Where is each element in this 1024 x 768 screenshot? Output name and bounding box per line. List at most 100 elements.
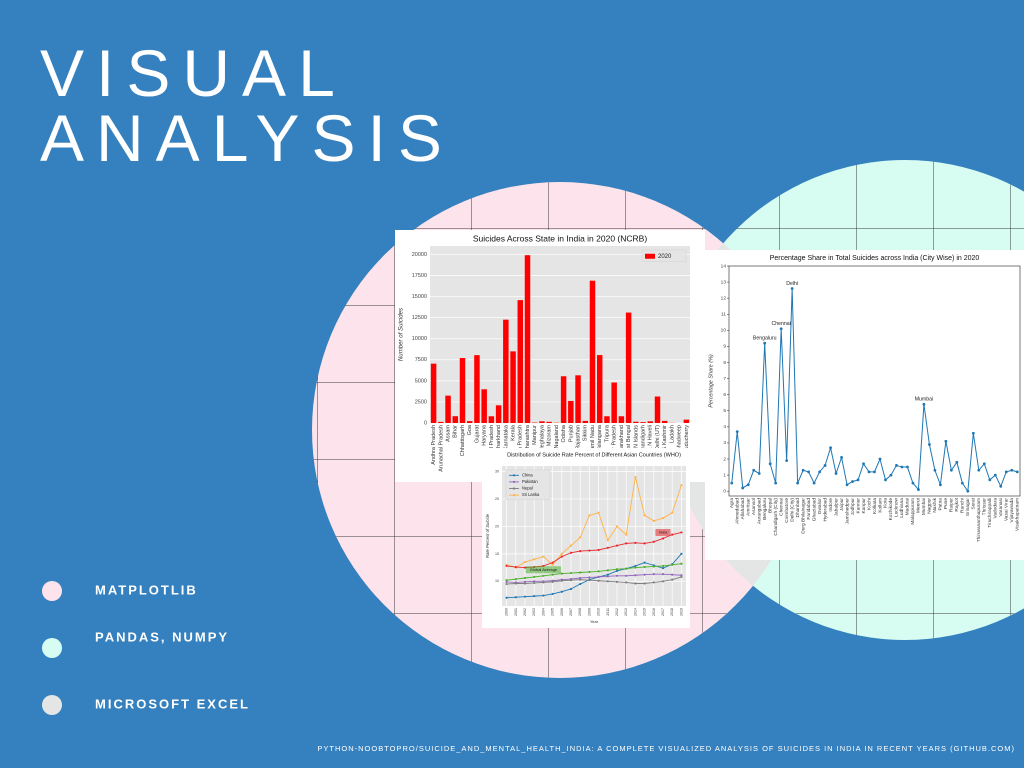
data-point bbox=[523, 595, 527, 598]
data-point bbox=[779, 327, 783, 331]
data-point bbox=[505, 564, 508, 568]
annotation: Mumbai bbox=[915, 397, 933, 403]
bar bbox=[661, 420, 668, 423]
data-point bbox=[661, 573, 665, 576]
data-point bbox=[643, 561, 646, 564]
bar bbox=[683, 419, 690, 423]
data-point bbox=[680, 552, 683, 555]
data-point bbox=[911, 481, 915, 485]
data-point bbox=[661, 537, 665, 540]
x-tick-label: 2011 bbox=[606, 608, 610, 616]
data-point bbox=[922, 402, 926, 406]
x-tick-label: Assam bbox=[446, 425, 452, 442]
data-point bbox=[884, 478, 887, 482]
data-point bbox=[652, 540, 655, 543]
x-tick-label: Vijayawada bbox=[1009, 498, 1015, 523]
x-tick-label: Meghalaya bbox=[539, 424, 545, 452]
x-tick-label: Malappuram bbox=[910, 498, 916, 525]
legend-label: Sri Lanka bbox=[522, 492, 540, 497]
data-point bbox=[851, 480, 854, 483]
x-tick-label: 2017 bbox=[661, 608, 665, 616]
x-tick-label: Arunachal Pradesh bbox=[438, 425, 444, 472]
x-tick-label: Vadodara bbox=[993, 498, 999, 519]
y-tick-label: 0 bbox=[424, 420, 427, 426]
x-tick-label: Varanasi bbox=[998, 498, 1004, 517]
x-tick-label: Ladakh bbox=[669, 425, 675, 443]
slide-title: ANALYSIS bbox=[40, 101, 454, 175]
bullet-dot bbox=[42, 638, 62, 658]
x-tick-label: 2002 bbox=[523, 608, 527, 616]
data-point bbox=[606, 569, 609, 572]
data-point bbox=[569, 571, 573, 575]
data-point bbox=[514, 582, 517, 585]
data-point bbox=[588, 570, 591, 574]
legend-swatch bbox=[512, 480, 516, 483]
bar bbox=[611, 382, 617, 423]
data-point bbox=[597, 575, 600, 579]
data-point bbox=[829, 446, 832, 450]
data-point bbox=[533, 575, 536, 579]
data-point bbox=[615, 580, 619, 583]
x-tick-label: Gwalior bbox=[817, 498, 823, 515]
x-tick-label: Ranchi bbox=[960, 498, 966, 513]
data-point bbox=[680, 562, 683, 565]
x-tick-label: Madurai bbox=[905, 498, 911, 515]
data-point bbox=[634, 566, 637, 569]
bullet-dot bbox=[42, 695, 62, 715]
data-point bbox=[523, 576, 527, 580]
x-tick-label: Bengaluru bbox=[762, 498, 768, 520]
x-tick-label: Tamil Nadu bbox=[590, 425, 596, 453]
bar bbox=[633, 421, 639, 423]
y-tick-label: 5 bbox=[723, 408, 726, 414]
data-point bbox=[606, 580, 609, 583]
data-point bbox=[634, 564, 637, 568]
data-point bbox=[680, 574, 683, 577]
data-point bbox=[569, 579, 573, 582]
x-tick-label: Meerut bbox=[916, 497, 922, 513]
data-point bbox=[560, 590, 563, 593]
x-tick-label: Kollam bbox=[877, 498, 883, 513]
y-tick-label: 12500 bbox=[412, 315, 427, 321]
data-point bbox=[768, 462, 772, 466]
data-point bbox=[661, 580, 665, 583]
data-point bbox=[523, 566, 527, 569]
data-point bbox=[569, 551, 573, 554]
x-tick-label: Thiruvananthapuram bbox=[976, 498, 982, 542]
data-point bbox=[643, 565, 646, 569]
x-tick-label: Rajkot bbox=[954, 497, 960, 511]
data-point bbox=[867, 470, 871, 474]
data-point bbox=[977, 468, 981, 472]
series-label-box bbox=[525, 566, 562, 574]
data-point bbox=[634, 574, 637, 577]
x-tick-label: Srinagar bbox=[965, 498, 971, 517]
bar bbox=[582, 420, 589, 423]
x-tick-label: Kolkata bbox=[872, 498, 878, 514]
bar bbox=[640, 422, 646, 423]
data-point bbox=[949, 468, 953, 472]
footer-source: PYTHON-NOOBTOPRO/SUICIDE_AND_MENTAL_HEAL… bbox=[317, 744, 1015, 753]
y-tick-label: 1 bbox=[723, 472, 726, 478]
x-tick-label: Chhattisgarh bbox=[460, 425, 466, 456]
x-tick-label: Tiruchirappalli bbox=[987, 498, 993, 528]
x-tick-label: Nagpur bbox=[927, 498, 933, 514]
x-tick-label: 2003 bbox=[532, 608, 536, 616]
bar bbox=[546, 421, 552, 423]
data-point bbox=[671, 511, 674, 514]
data-point bbox=[643, 582, 646, 585]
data-point bbox=[597, 579, 600, 582]
bullet-text: MATPLOTLIB bbox=[95, 582, 198, 597]
data-point bbox=[960, 481, 964, 485]
bullet-dot bbox=[42, 581, 62, 601]
data-point bbox=[533, 581, 536, 585]
bar bbox=[589, 280, 596, 423]
data-point bbox=[955, 460, 959, 464]
data-point bbox=[790, 287, 794, 290]
data-point bbox=[551, 561, 554, 564]
x-tick-label: Thrissur bbox=[982, 498, 988, 516]
bar bbox=[539, 421, 545, 423]
data-point bbox=[551, 580, 554, 583]
bar bbox=[575, 375, 581, 423]
series-label-box bbox=[655, 528, 671, 536]
legend-label: 2020 bbox=[658, 254, 672, 260]
bar bbox=[596, 355, 603, 423]
